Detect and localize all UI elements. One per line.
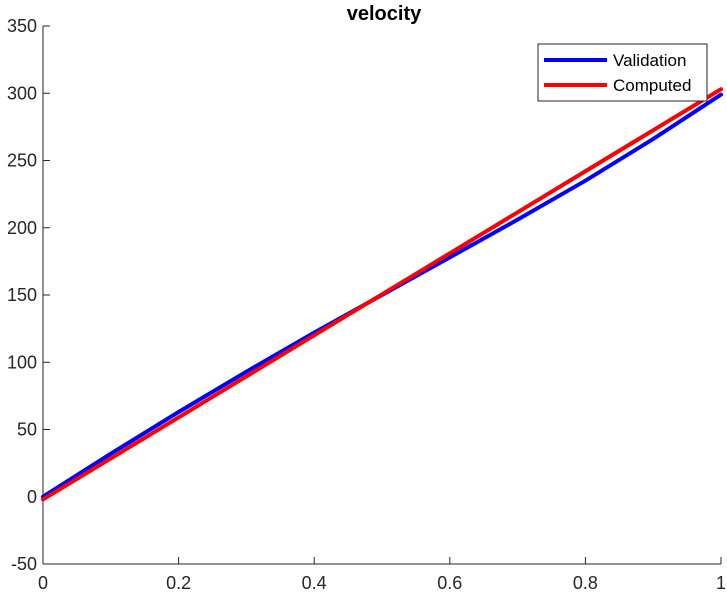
legend-label: Validation — [613, 51, 686, 70]
x-tick-label: 1 — [716, 573, 726, 593]
x-tick-label: 0.8 — [573, 573, 598, 593]
y-tick-label: 100 — [7, 352, 37, 372]
y-tick-label: 200 — [7, 218, 37, 238]
y-tick-label: 250 — [7, 151, 37, 171]
y-tick-label: 300 — [7, 83, 37, 103]
y-tick-label: 50 — [17, 420, 37, 440]
series-line-computed — [41, 87, 723, 502]
x-tick-label: 0.4 — [302, 573, 327, 593]
x-tick-label: 0.2 — [166, 573, 191, 593]
x-tick-label: 0 — [38, 573, 48, 593]
legend: Validation Computed — [537, 43, 708, 102]
chart-title: velocity — [347, 3, 422, 25]
y-tick-label: -50 — [11, 554, 37, 574]
legend-box — [537, 43, 708, 102]
x-tick-label: 0.6 — [437, 573, 462, 593]
y-tick-label: 0 — [27, 487, 37, 507]
y-tick-label: 350 — [7, 16, 37, 36]
y-tick-label: 150 — [7, 285, 37, 305]
series-lines — [41, 87, 723, 502]
legend-label: Computed — [613, 76, 691, 95]
